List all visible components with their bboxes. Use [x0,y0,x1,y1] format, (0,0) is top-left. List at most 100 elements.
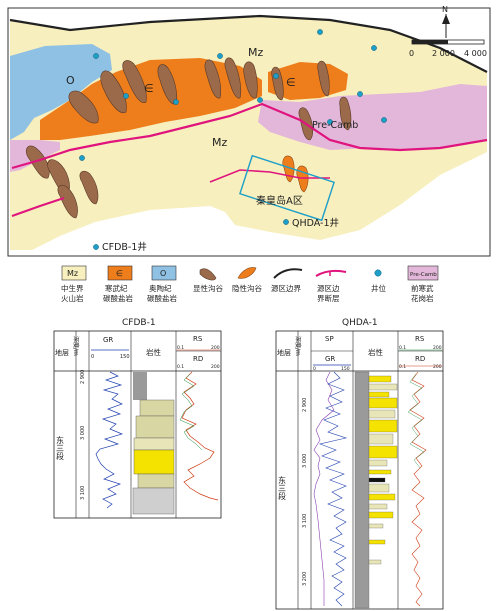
label-cambrian: ∈ [144,82,154,95]
cfdb-h-gr-min: 0 [91,354,94,360]
north-label: N [442,5,448,14]
qhda-h-rd-min: 0.1 [399,364,406,370]
legend-boundary-fault-line2: 界断层 [317,293,340,303]
qhda-title: QHDA-1 [342,318,378,328]
map-legend: Mz 中生界 火山岩 ∈ 寒武纪 碳酸盐岩 O 奥陶纪 碳酸盐岩 显性沟谷 隐性… [61,265,439,303]
legend-cambrian-line1: 寒武纪 [105,283,128,293]
cfdb-h-rd-max: 200 [211,364,220,370]
cfdb-h-layer: 地层 [55,348,69,357]
cfdb-frame [53,330,222,519]
legend-cambrian-swatch-text: ∈ [116,269,123,278]
legend-source-boundary: 源区边界 [271,284,301,293]
qhda-gr-curve [318,371,348,607]
log-cfdb: CFDB-1 地层 深度/m GR 0 150 岩性 RS 0.1 200 RD… [53,318,222,519]
label-well-qhda: QHDA-1井 [292,217,339,229]
qhda-h-rs-min: 0.1 [399,345,406,351]
geologic-map: Mz Mz O ∈ ∈ Pre-Camb 秦皇岛A区 QHDA-1井 CFDB-… [7,5,491,257]
cfdb-h-rd-min: 0.1 [177,364,184,370]
cfdb-rd-curve [181,371,219,501]
label-well-cfdb: CFDB-1井 [102,241,147,253]
precamb-swatch [407,265,439,281]
label-cambrian-north: ∈ [286,76,296,89]
cfdb-depth-3000: 3 000 [80,426,86,440]
cfdb-depth-2900: 2 900 [80,370,86,384]
label-area: 秦皇岛A区 [256,194,303,207]
cfdb-title: CFDB-1 [122,318,156,328]
cfdb-rs-curve [179,373,203,451]
qhda-rs-curve [407,373,425,469]
qhda-h-gr-max: 150 [341,366,350,372]
qhda-h-layer: 地层 [277,348,291,357]
qhda-frame [275,330,444,610]
well-markers [79,29,387,250]
cfdb-h-rs-max: 200 [211,345,220,351]
cfdb-h-rd: RD [193,355,203,363]
qhd-a-area-box [239,154,335,222]
qhda-h-gr: GR [325,355,335,363]
north-arrow: N [442,5,450,38]
legend-ordovician-line2: 碳酸盐岩 [147,293,177,303]
scale-tick-0: 0 [409,49,414,58]
ordovician-region [10,44,112,140]
label-mz-central: Mz [212,136,227,149]
cfdb-gr-curve [95,371,124,509]
log-qhda: QHDA-1 地层 深度/m SP GR 0 150 岩性 RS 0.1 200… [275,318,444,610]
legend-precamb-line1: 前寒武 [411,283,434,293]
label-mz-north: Mz [248,46,263,59]
qhda-h-rd-max: 200 [433,364,442,370]
cfdb-depth-3100: 3 100 [80,486,86,500]
qhda-depth-3200: 3 200 [302,572,308,586]
source-boundary-icon [273,268,303,279]
boundary-fault-line-area [209,169,330,183]
visible-valley-icon [199,268,217,281]
source-boundary-line [9,14,488,73]
boundary-fault-line-south [11,197,65,217]
qhda-depth-2900: 2 900 [302,398,308,412]
qhda-h-lith: 岩性 [368,347,383,357]
cfdb-h-lith: 岩性 [146,347,161,357]
boundary-fault-line [11,102,488,170]
legend-visible-valley: 显性沟谷 [193,283,223,293]
legend-precamb-line2: 花岗岩 [411,293,434,303]
cfdb-layer: 东三段 [56,435,65,461]
cfdb-h-rs: RS [193,335,203,343]
qhda-lithology [354,371,398,609]
qhda-h-rs-max: 200 [433,345,442,351]
visible-valleys [25,57,352,219]
qhda-h-rd: RD [415,355,425,363]
scale-tick-2000: 2 000 [432,49,455,58]
qhda-h-sp: SP [325,335,334,343]
qhda-depth-3100: 3 100 [302,514,308,528]
legend-boundary-fault-line1: 源区边 [317,284,340,293]
hidden-valley-icon [237,267,257,279]
cfdb-h-gr: GR [103,336,113,344]
cfdb-h-depth: 深度/m [72,336,80,356]
legend-ordovician-line1: 奥陶纪 [149,283,172,293]
scale-tick-4000: 4 000 [464,49,487,58]
legend-well: 井位 [371,283,386,293]
cfdb-h-gr-max: 150 [120,354,130,360]
boundary-fault-icon [315,269,347,277]
legend-ordovician-swatch-text: O [160,269,166,278]
qhda-depth-3000: 3 000 [302,454,308,468]
qhda-layer: 东三段 [278,475,287,501]
qhda-h-rs: RS [415,335,425,343]
cfdb-h-rs-min: 0.1 [177,345,184,351]
qhda-sp-curve [313,371,335,606]
cambrian-swatch [107,265,133,281]
qhda-h-gr-min: 0 [313,366,316,372]
legend-mz-line2: 火山岩 [61,293,84,303]
qhda-rd-curve [409,371,427,607]
well-icon [374,269,382,277]
label-ordovician: O [66,74,75,87]
legend-cambrian-line2: 碳酸盐岩 [103,293,133,303]
legend-precamb-swatch-text: Pre-Camb [410,272,437,278]
precamb-region-east [258,84,487,150]
legend-mz-line1: 中生界 [61,283,84,293]
label-precamb: Pre-Camb [312,120,358,131]
ordovician-swatch [151,265,177,281]
legend-mz-swatch-text: Mz [67,269,78,278]
legend-hidden-valley: 隐性沟谷 [232,283,262,293]
scale-bar: 0 2 000 4 000 [409,39,487,58]
